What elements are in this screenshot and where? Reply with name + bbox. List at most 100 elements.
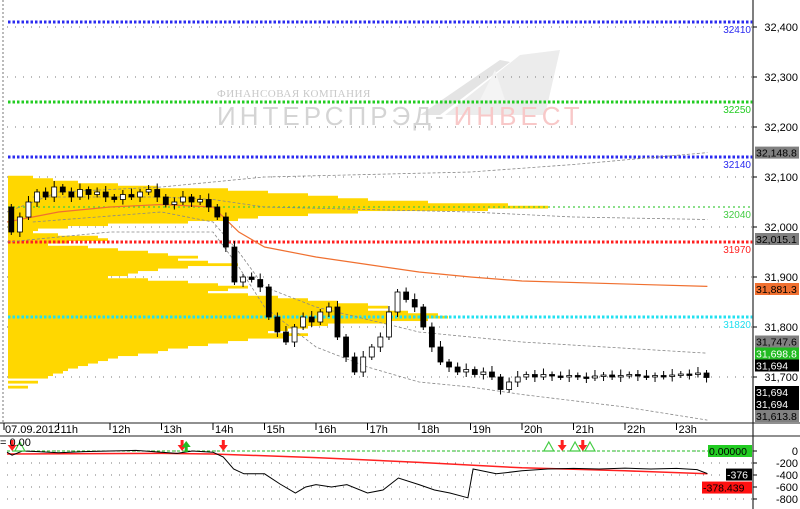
osc-value-box-label: 0.00000 [709,446,747,458]
candle [59,184,66,195]
volume-profile-bar [8,270,138,274]
volume-profile-bar [8,243,48,247]
candle [677,371,684,378]
bull-candle-body [592,375,598,379]
price-box-label: 32,148.8 [756,148,797,160]
candle [420,304,427,330]
price-box: 32,015.1 [755,233,799,246]
time-label: 23h [679,424,697,436]
bear-candle-body [162,196,169,205]
volume-profile-bar [8,305,388,309]
price-box-label: 31,694 [756,399,788,411]
volume-profile [8,175,548,389]
bear-candle-body [102,191,109,198]
volume-profile-bar [8,268,158,272]
price-level-label: 31970 [723,245,751,256]
candle [669,369,676,382]
candle [205,193,212,212]
price-box: 31,881.3 [755,283,799,296]
bear-candle-body [283,331,289,343]
osc-value-box-bg [708,445,752,457]
price-axis-label: 32,300 [764,72,798,84]
price-level-label: 31820 [723,320,751,331]
bull-candle-body [695,372,701,375]
bear-candle-body [634,374,641,377]
candle [137,189,143,202]
price-box: 31,698.8 [755,347,799,361]
price-levels: 32410 32250 32140 32040 31970 31820 [8,20,753,331]
volume-profile-bar [8,275,108,279]
candle [437,341,444,365]
osc-value-box-bg [726,468,752,481]
candle [403,287,410,303]
volume-profile-bar [8,208,488,212]
osc-value-box-bg [702,481,752,494]
price-box: 32,148.8 [755,146,799,160]
price-level-label: 32140 [723,160,751,171]
bull-candle-body [617,375,624,378]
bull-candle-body [291,326,298,343]
indicator-label: = 0.00 [0,437,31,449]
candle [291,324,298,347]
candle [325,302,332,317]
candle [34,189,40,207]
volume-profile-bar [8,313,438,317]
price-box-bg [755,347,799,360]
time-label: 16h [318,424,336,436]
candle [300,312,307,330]
buy-arrow-icon [181,441,191,452]
oscillator-panel [6,440,753,499]
price-axis-label: 32,200 [764,122,798,134]
price-level-label: 32250 [723,105,751,116]
candle [8,204,15,235]
bear-candle-body [8,206,15,233]
candle [274,312,281,337]
upper-inner-band-line [32,196,708,220]
bull-candle-body [360,356,367,373]
candle [308,311,315,327]
candle [652,372,658,382]
bear-candle-body [231,246,238,283]
price-axis-label: 31,800 [764,322,798,334]
bull-candle-body [94,191,101,195]
vwap-line [6,203,708,287]
bear-candle-body [454,366,461,373]
bull-candle-body [197,199,204,203]
bull-candle-body [506,381,513,390]
price-box: 31,694 [755,386,799,399]
price-box: 31,747.6 [755,335,799,349]
volume-profile-bar [8,180,78,184]
bull-candle-body [34,191,40,203]
volume-profile-bar [8,315,448,319]
bear-candle-body [351,356,358,373]
candle [506,377,513,393]
bear-candle-body [42,191,49,198]
volume-profile-bar [8,278,148,282]
volume-profile-bar [8,285,248,289]
bear-candle-body [471,369,478,375]
time-label: 18h [421,424,439,436]
volume-profile-bar [8,358,108,362]
sell-arrow-icon [557,440,567,451]
price-box-bg [755,398,799,410]
candle [257,273,264,292]
candle [454,362,461,375]
volume-profile-bar [8,373,53,377]
candle [609,370,616,380]
volume-profile-bar [8,283,218,287]
price-box-bg [755,386,799,398]
candle [85,186,92,200]
volume-profile-bar [8,248,118,252]
volume-profile-bar [8,303,368,307]
volume-profile-bar [8,238,108,242]
bull-candle-body [669,374,676,377]
lower-band-line [6,231,708,421]
price-box-bg [755,233,799,245]
candle [540,368,547,380]
bear-candle-body [188,196,195,203]
candle [317,309,324,325]
candle [94,187,101,198]
sell-arrow-icon [218,440,228,451]
osc-axis-label: -200 [776,458,798,470]
